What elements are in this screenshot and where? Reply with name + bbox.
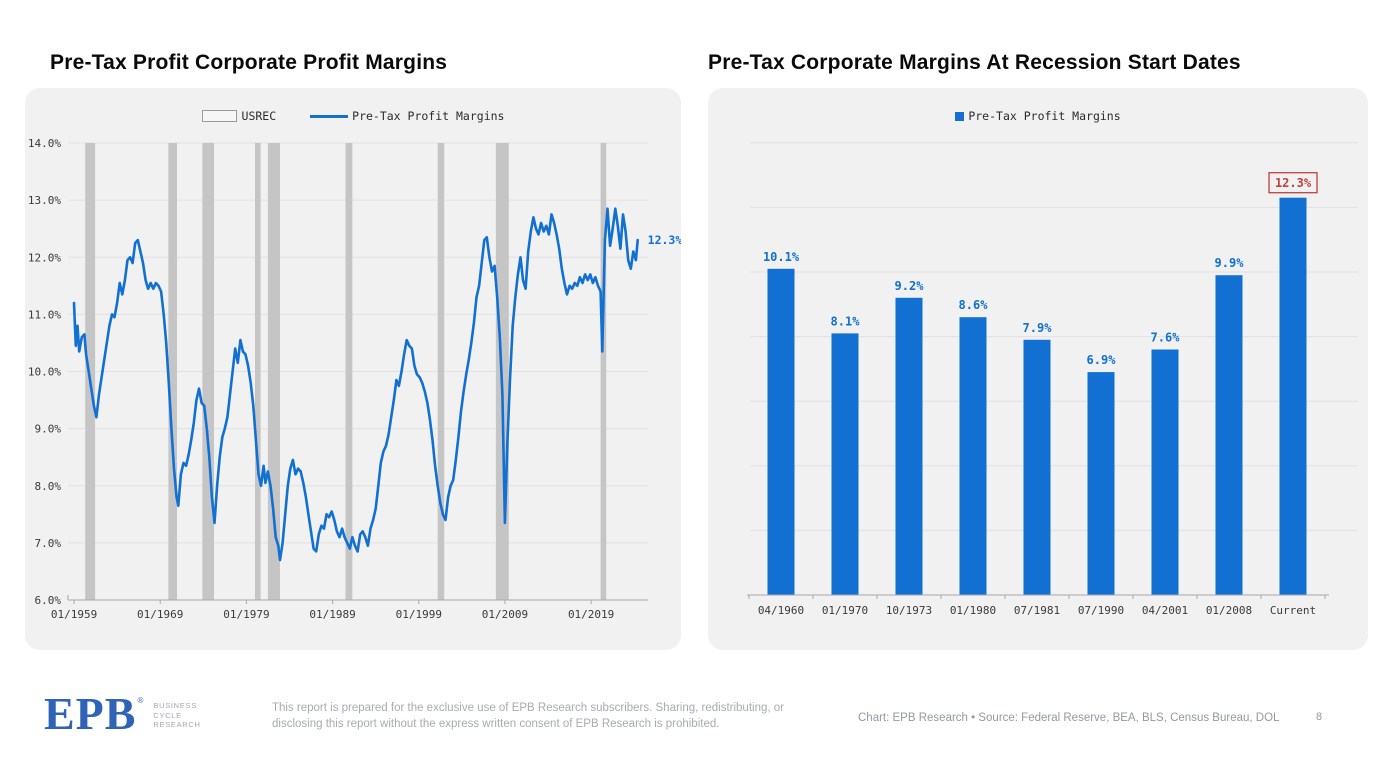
bar-07/1981 <box>1023 339 1051 595</box>
bar-chart-card: 10.1% 8.1% 9.2% 8.6% 7.9% 6.9% 7.6% 9.9% 12.3% 04… <box>708 88 1368 650</box>
svg-text:01/2009: 01/2009 <box>482 608 528 621</box>
epb-logo: EPB ® BUSINESS CYCLE RESEARCH <box>44 688 201 739</box>
bar-Current <box>1279 197 1307 595</box>
svg-text:8.0%: 8.0% <box>35 480 62 493</box>
svg-text:9.2%: 9.2% <box>895 279 925 293</box>
svg-text:07/1981: 07/1981 <box>1014 604 1060 617</box>
bar-chart-legend: Pre-Tax Profit Margins <box>708 109 1368 123</box>
svg-text:01/1970: 01/1970 <box>822 604 868 617</box>
bar-chart: 10.1% 8.1% 9.2% 8.6% 7.9% 6.9% 7.6% 9.9% 12.3% 04… <box>747 142 1358 617</box>
chart-source-text: Chart: EPB Research • Source: Federal Re… <box>858 712 1280 724</box>
svg-text:01/1959: 01/1959 <box>51 608 97 621</box>
line-series-swatch-icon <box>310 114 349 118</box>
svg-text:01/2019: 01/2019 <box>568 608 614 621</box>
line-chart: 14.0% 13.0% 12.0% 11.0% 10.0% 9.0% 8.0% 7.0% 6.0… <box>28 137 681 621</box>
bar-series-legend-label: Pre-Tax Profit Margins <box>968 109 1121 123</box>
svg-text:9.9%: 9.9% <box>1215 256 1245 270</box>
line-chart-card: 14.0% 13.0% 12.0% 11.0% 10.0% 9.0% 8.0% 7.0% 6.0… <box>25 88 681 650</box>
right-chart-title: Pre-Tax Corporate Margins At Recession S… <box>708 51 1241 74</box>
bar-value-labels: 10.1% 8.1% 9.2% 8.6% 7.9% 6.9% 7.6% 9.9% 12.3% <box>763 172 1318 367</box>
svg-text:7.6%: 7.6% <box>1151 331 1181 345</box>
epb-logo-subtitle: BUSINESS CYCLE RESEARCH <box>153 701 200 730</box>
registered-mark-icon: ® <box>137 696 144 705</box>
disclaimer-text: This report is prepared for the exclusiv… <box>272 700 784 732</box>
svg-text:13.0%: 13.0% <box>28 194 61 207</box>
svg-text:01/1999: 01/1999 <box>396 608 442 621</box>
svg-text:07/1990: 07/1990 <box>1078 604 1124 617</box>
logo-sub-line: CYCLE <box>153 710 182 720</box>
line-chart-legend: USREC Pre-Tax Profit Margins <box>25 109 681 123</box>
svg-text:04/1960: 04/1960 <box>758 604 804 617</box>
svg-text:11.0%: 11.0% <box>28 308 61 321</box>
svg-text:10/1973: 10/1973 <box>886 604 932 617</box>
svg-text:04/2001: 04/2001 <box>1142 604 1188 617</box>
bar-10/1973 <box>895 297 923 595</box>
svg-text:01/1989: 01/1989 <box>309 608 355 621</box>
svg-text:14.0%: 14.0% <box>28 137 61 150</box>
left-chart-title: Pre-Tax Profit Corporate Profit Margins <box>50 51 448 74</box>
line-end-value-label: 12.3% <box>648 233 681 247</box>
svg-text:7.0%: 7.0% <box>35 537 62 550</box>
svg-text:8.1%: 8.1% <box>831 314 861 328</box>
margins-line <box>72 207 639 562</box>
svg-text:10.0%: 10.0% <box>28 366 61 379</box>
bar-series-swatch-icon <box>955 111 965 121</box>
svg-text:12.3%: 12.3% <box>1275 176 1312 190</box>
line-series-legend-label: Pre-Tax Profit Margins <box>352 109 505 123</box>
svg-text:Current: Current <box>1270 604 1316 617</box>
svg-text:8.6%: 8.6% <box>959 298 989 312</box>
usrec-legend-label: USREC <box>241 109 277 123</box>
svg-text:9.0%: 9.0% <box>35 423 62 436</box>
bars <box>767 197 1307 595</box>
recession-bands <box>85 143 607 600</box>
svg-text:10.1%: 10.1% <box>763 250 800 264</box>
svg-text:6.0%: 6.0% <box>35 594 62 607</box>
bar-01/1970 <box>831 333 859 595</box>
svg-text:7.9%: 7.9% <box>1023 321 1053 335</box>
logo-sub-line: RESEARCH <box>153 720 201 729</box>
usrec-band-swatch-icon <box>201 110 237 122</box>
bar-01/2008 <box>1215 275 1243 595</box>
bar-04/1960 <box>767 268 795 595</box>
svg-text:01/1980: 01/1980 <box>950 604 996 617</box>
disclaimer-line: disclosing this report without the expre… <box>272 718 720 730</box>
svg-text:01/1969: 01/1969 <box>137 608 183 621</box>
y-gridlines: 14.0% 13.0% 12.0% 11.0% 10.0% 9.0% 8.0% 7.0% 6.0… <box>28 137 648 607</box>
disclaimer-line: This report is prepared for the exclusiv… <box>272 702 784 714</box>
svg-text:01/2008: 01/2008 <box>1206 604 1252 617</box>
x-axis: 04/1960 01/1970 10/1973 01/1980 07/1981 07/19… <box>747 594 1329 617</box>
svg-text:01/1979: 01/1979 <box>223 608 269 621</box>
page-number: 8 <box>1316 711 1323 723</box>
bar-01/1980 <box>959 317 987 595</box>
logo-sub-line: BUSINESS <box>153 701 197 710</box>
bar-04/2001 <box>1151 349 1179 595</box>
svg-text:12.0%: 12.0% <box>28 251 61 264</box>
svg-text:6.9%: 6.9% <box>1087 353 1117 367</box>
epb-logo-text: EPB <box>44 688 137 739</box>
x-axis: 01/1959 01/1969 01/1979 01/1989 01/1999 01/20… <box>51 595 648 621</box>
highlight-label-box <box>1268 172 1318 194</box>
footer: EPB ® BUSINESS CYCLE RESEARCH This repor… <box>0 688 1390 762</box>
bar-07/1990 <box>1087 372 1115 595</box>
